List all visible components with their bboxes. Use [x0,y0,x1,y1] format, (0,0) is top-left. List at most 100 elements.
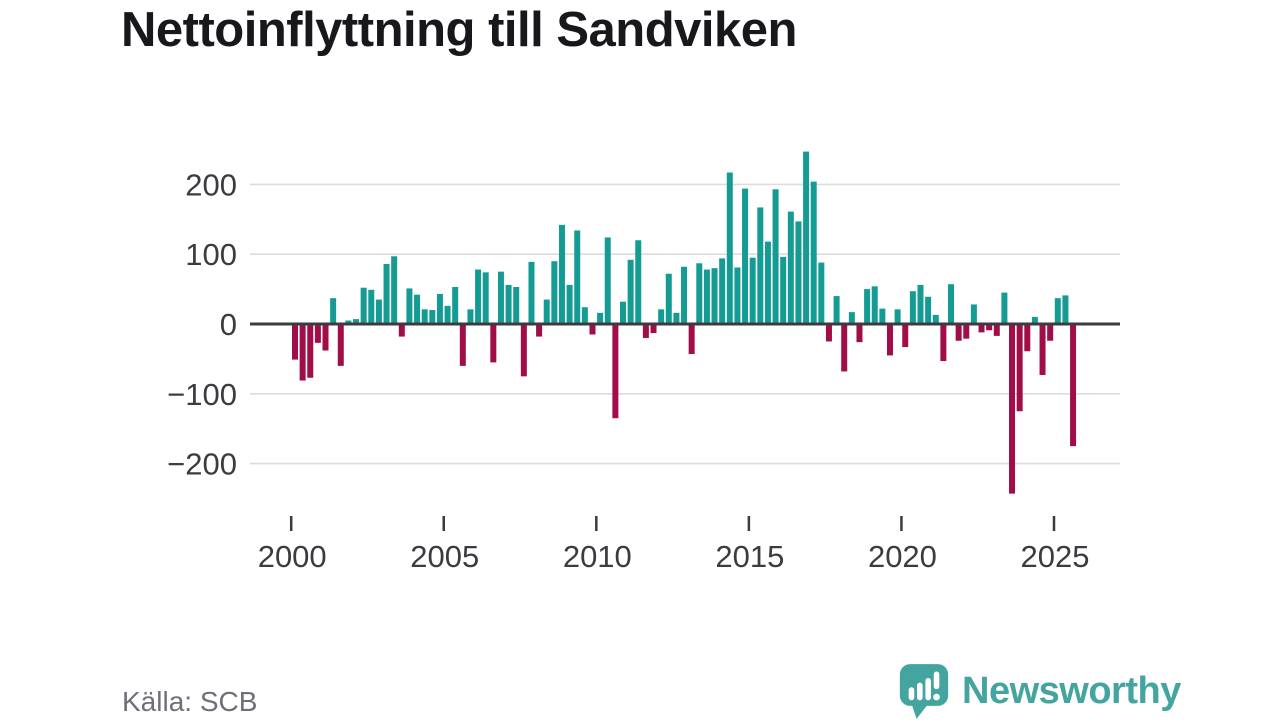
bar-2016-Q1 [780,256,787,324]
bar-2022-Q1 [963,324,970,339]
bar-2017-Q1 [810,181,817,324]
bar-2012-Q4 [681,266,688,324]
bar-2009-Q2 [574,230,581,324]
y-axis-label-0: 0 [220,307,237,342]
bar-2015-Q1 [749,257,756,324]
bar-2020-Q1 [902,324,909,348]
bar-2024-Q2 [1031,317,1038,324]
bar-2018-Q2 [848,312,855,324]
bar-2010-Q2 [604,237,611,324]
bar-2023-Q2 [1001,292,1008,324]
source-label: Källa: SCB [122,686,258,717]
bar-2022-Q2 [970,304,977,324]
bar-2006-Q3 [490,324,497,363]
bar-2000-Q4 [314,324,321,343]
bar-2025-Q3 [1070,324,1077,447]
bar-2022-Q3 [978,324,985,333]
bar-2019-Q2 [879,308,886,324]
bar-2013-Q2 [696,263,703,324]
bar-2013-Q3 [703,269,710,324]
bar-2016-Q3 [795,221,802,324]
bar-2024-Q4 [1047,324,1054,341]
bar-2018-Q1 [841,324,848,372]
bar-2003-Q3 [398,324,405,337]
x-axis-label-2015: 2015 [715,539,784,574]
bar-2010-Q4 [620,301,627,324]
bar-2023-Q4 [1016,324,1023,412]
bar-2015-Q4 [772,189,779,324]
bar-2008-Q3 [551,261,558,324]
bar-2012-Q3 [673,312,680,324]
bar-2020-Q4 [925,296,932,324]
bar-2012-Q2 [665,273,672,324]
bar-2014-Q1 [719,258,726,324]
bar-2006-Q1 [475,269,482,324]
bar-2013-Q4 [711,268,718,324]
bar-2004-Q3 [429,310,436,324]
bar-2017-Q2 [818,262,825,324]
bar-2008-Q2 [543,299,550,324]
bar-2003-Q4 [406,288,413,324]
bar-2020-Q3 [917,284,924,324]
y-axis-label--100: −100 [167,377,237,412]
bar-2005-Q4 [467,309,474,324]
bar-2004-Q1 [414,294,421,324]
x-axis-label-2005: 2005 [410,539,479,574]
bar-2015-Q3 [764,241,771,324]
x-axis-label-2025: 2025 [1021,539,1090,574]
bar-2000-Q1 [292,324,298,360]
bar-2002-Q1 [353,319,360,324]
y-axis-label-100: 100 [185,237,237,272]
bar-2009-Q4 [589,324,596,335]
bar-2007-Q2 [513,287,520,324]
bar-2015-Q2 [757,207,764,324]
bar-2007-Q4 [528,261,535,324]
bar-2002-Q3 [368,289,375,324]
bar-2003-Q1 [383,263,390,324]
bar-2001-Q2 [330,298,337,324]
bar-2014-Q2 [726,172,733,324]
bar-2019-Q3 [886,324,893,356]
bar-2006-Q2 [482,272,489,324]
bar-2010-Q1 [597,312,604,324]
newsworthy-logo-text: Newsworthy [962,670,1181,712]
bar-2023-Q1 [993,324,1000,336]
x-axis-label-2020: 2020 [868,539,937,574]
bar-2009-Q1 [566,284,573,324]
bar-2020-Q2 [909,291,916,324]
bar-2018-Q4 [864,289,871,324]
bar-2013-Q1 [688,324,695,355]
bar-2021-Q3 [948,284,955,324]
x-axis-label-2010: 2010 [563,539,632,574]
bar-2018-Q3 [856,324,863,343]
bar-2000-Q2 [299,324,306,381]
bar-2007-Q3 [520,324,527,377]
bar-2017-Q3 [825,324,832,342]
bar-2021-Q4 [955,324,962,341]
bar-2005-Q1 [444,305,451,324]
bar-2011-Q2 [635,240,642,324]
bar-2007-Q1 [505,284,512,324]
bar-2008-Q1 [536,324,543,337]
bar-2025-Q2 [1062,295,1069,324]
bar-2000-Q3 [307,324,314,378]
bar-2003-Q2 [391,256,398,324]
bar-2001-Q4 [345,320,352,324]
newsworthy-logo: Newsworthy [898,662,1181,720]
bar-2021-Q1 [932,314,939,324]
bar-2017-Q4 [833,296,840,324]
bar-2014-Q3 [734,267,741,324]
newsworthy-speech-bubble-bar-chart-icon [899,664,949,719]
bar-2025-Q1 [1054,298,1061,324]
bar-2011-Q1 [627,259,634,324]
bar-2005-Q2 [452,287,459,324]
bar-2024-Q3 [1039,324,1046,375]
bar-2004-Q4 [436,293,443,324]
bar-2002-Q4 [375,299,382,324]
bar-2024-Q1 [1024,324,1031,352]
bar-2019-Q1 [871,286,878,324]
bar-2012-Q1 [658,309,665,324]
